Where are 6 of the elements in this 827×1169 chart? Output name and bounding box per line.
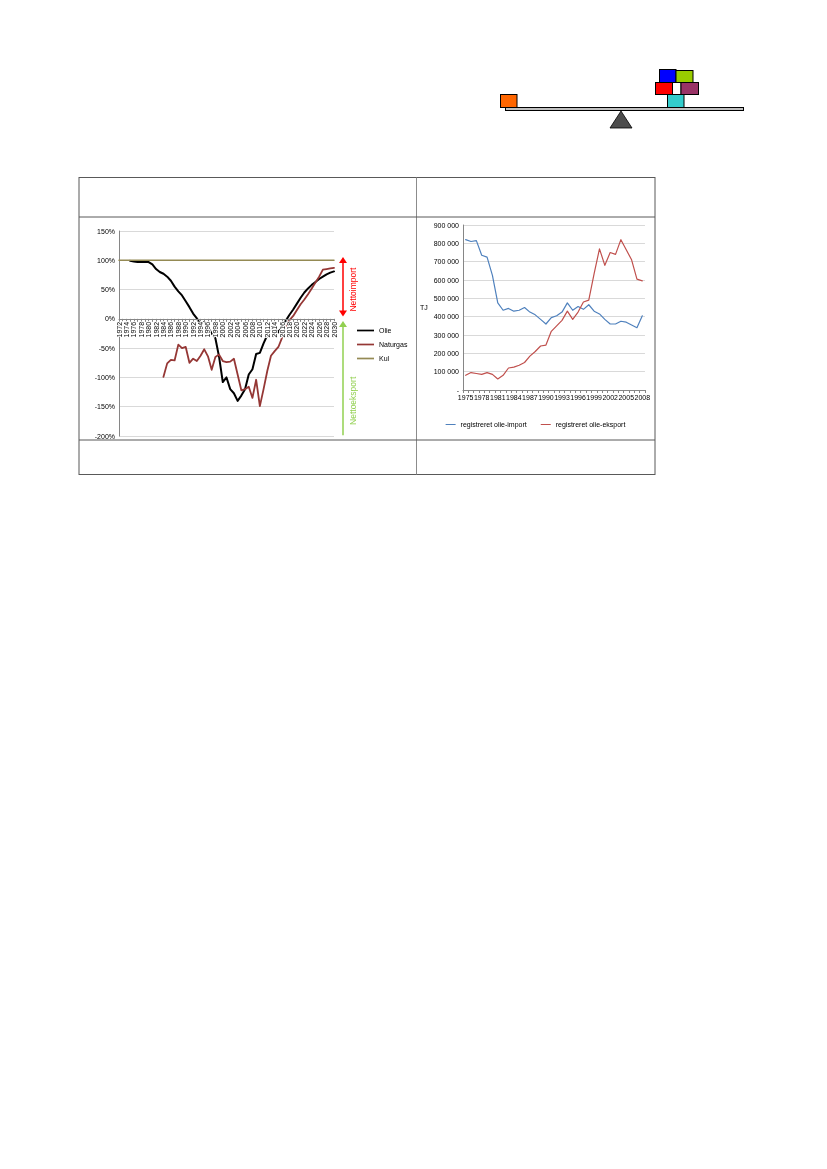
line-series <box>129 259 335 402</box>
text: Nettoimport <box>348 266 358 312</box>
text: Nettoeksport <box>348 376 358 425</box>
line-series <box>162 267 335 408</box>
line-series <box>465 239 643 329</box>
line-series <box>465 239 643 380</box>
